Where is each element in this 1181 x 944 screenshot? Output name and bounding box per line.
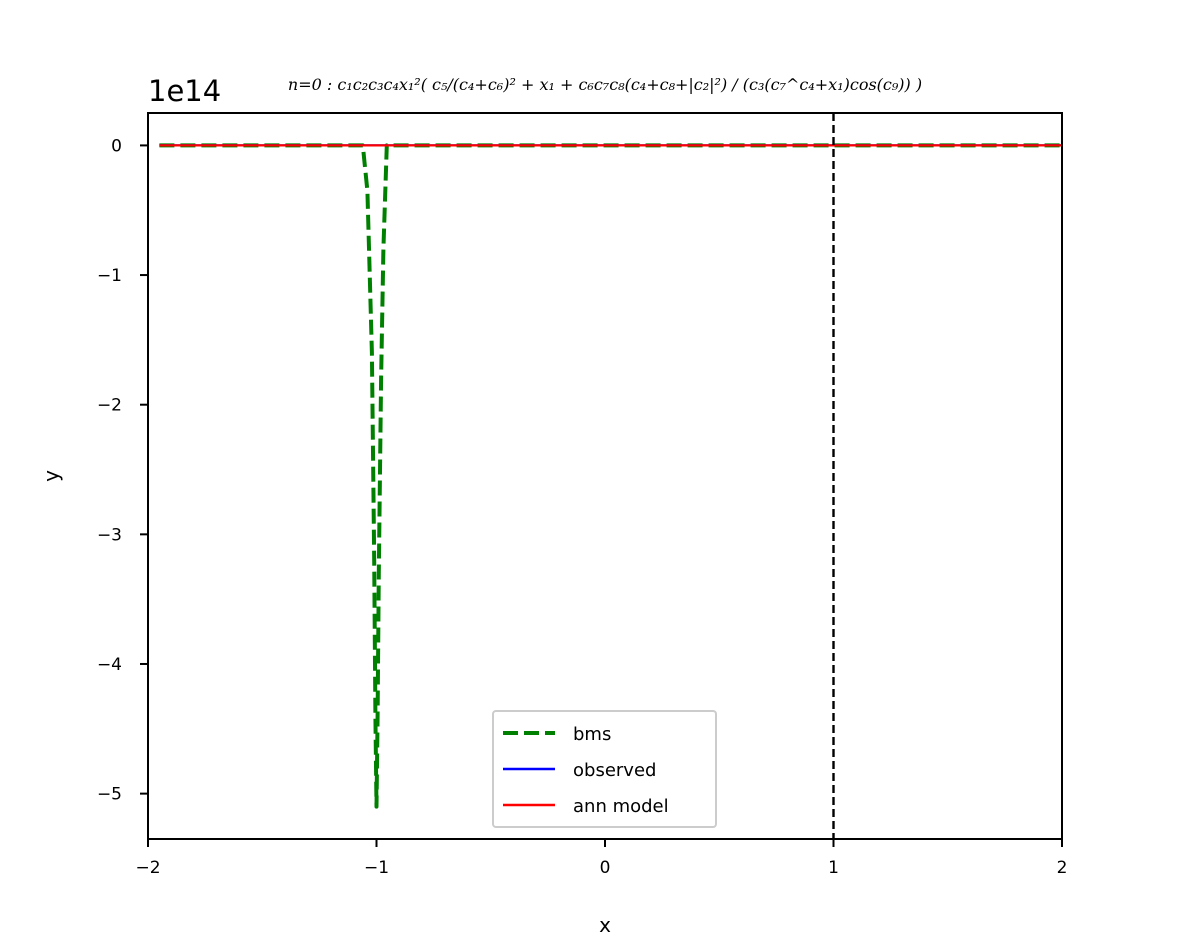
legend-label-ann-model: ann model: [573, 796, 669, 817]
legend: bms observed ann model: [492, 710, 717, 828]
legend-label-observed: observed: [573, 760, 656, 781]
legend-label-bms: bms: [573, 724, 611, 745]
offset-label: 1e14: [148, 74, 221, 108]
series-line-bms: [159, 143, 1062, 809]
y-tick-label: −5: [97, 785, 122, 805]
y-axis-label: y: [39, 470, 63, 482]
y-tick-label: −4: [97, 655, 122, 675]
x-axis-label: x: [599, 913, 611, 937]
x-tick-label: 0: [600, 858, 611, 878]
y-tick-label: −2: [97, 396, 122, 416]
plot-lines: [159, 113, 1062, 839]
y-tick-label: 0: [111, 136, 122, 156]
chart-title: n=0 : c₁c₂c₃c₄x₁²( c₅/(c₄+c₆)² + x₁ + c₆…: [288, 75, 922, 94]
x-tick-label: −1: [364, 858, 389, 878]
y-tick-label: −1: [97, 266, 122, 286]
x-tick-label: 1: [828, 858, 839, 878]
x-tick-label: 2: [1057, 858, 1068, 878]
legend-box: [492, 710, 717, 828]
y-tick-label: −3: [97, 525, 122, 545]
ticks: −2 −1 0 1 2 0 −1 −2 −3 −4 −5: [97, 136, 1067, 878]
x-tick-label: −2: [135, 858, 160, 878]
